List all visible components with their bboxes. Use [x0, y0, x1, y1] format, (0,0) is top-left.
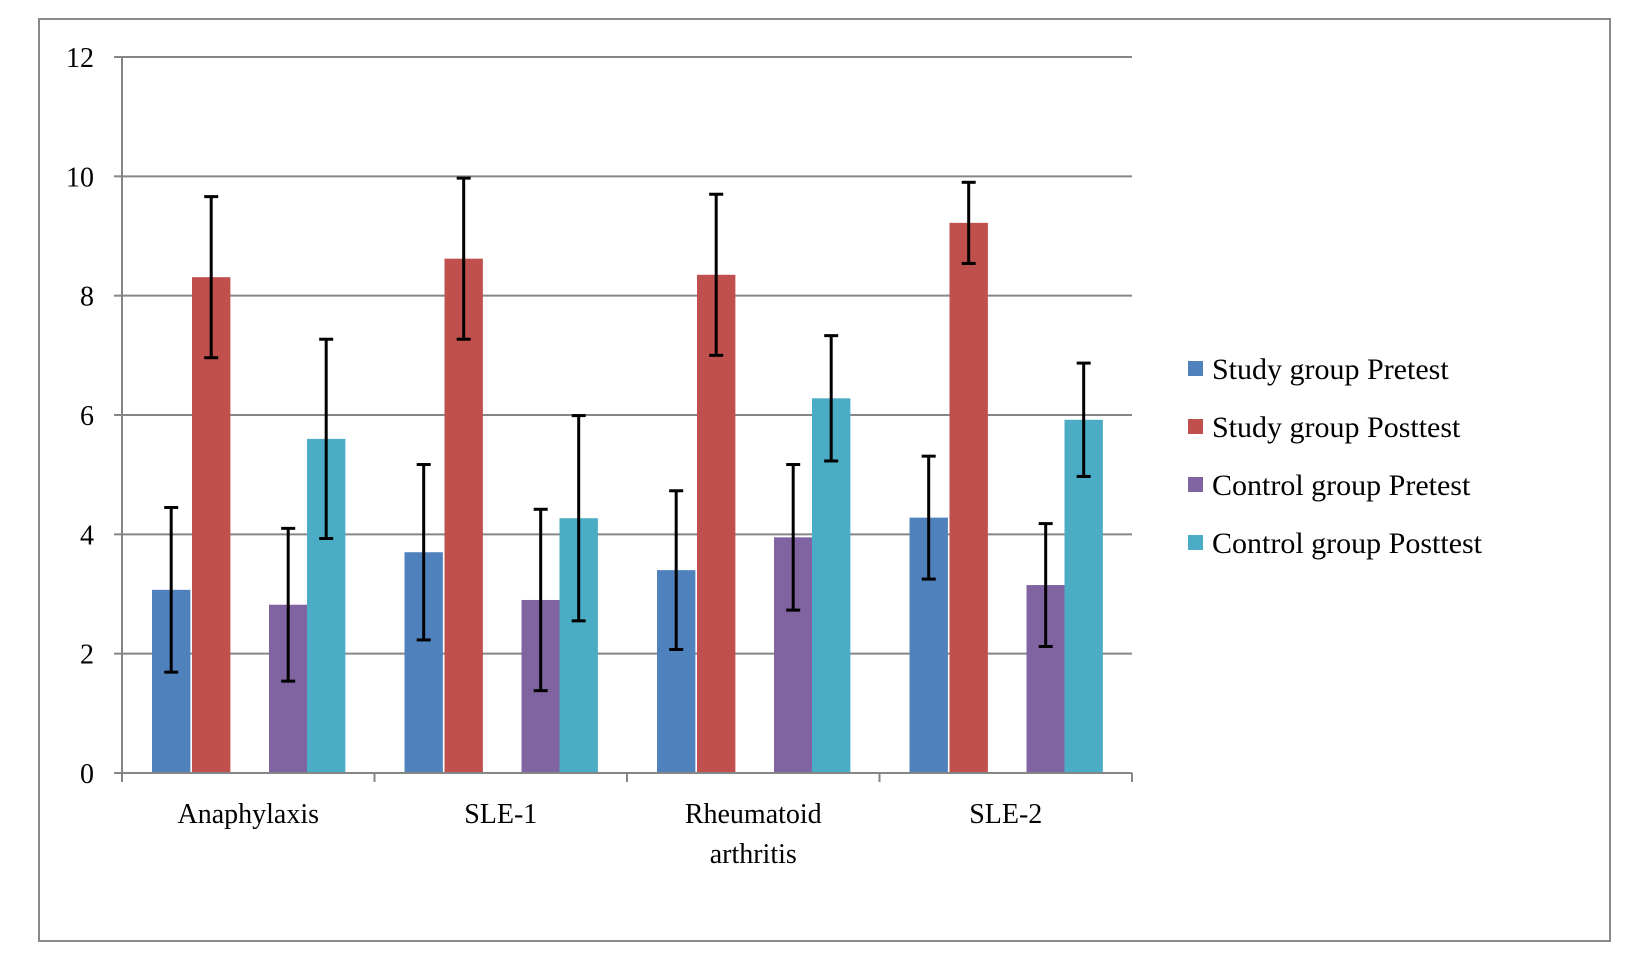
error-bars — [164, 176, 1091, 693]
bar — [697, 274, 736, 773]
category-label: Anaphylaxis — [177, 799, 319, 830]
category-label: arthritis — [710, 839, 797, 870]
category-label: Rheumatoid — [685, 799, 822, 830]
bar — [444, 258, 483, 773]
category-label: SLE-1 — [464, 799, 537, 830]
legend-label: Study group Posttest — [1212, 411, 1461, 444]
y-tick-label: 2 — [80, 640, 94, 671]
y-tick-label: 0 — [80, 759, 94, 790]
legend: Study group Pretest Study group Posttest C… — [1188, 353, 1483, 560]
y-tick-label: 12 — [66, 43, 94, 74]
legend-label: Control group Posttest — [1212, 527, 1483, 560]
legend-swatch — [1188, 419, 1203, 434]
category-label: SLE-2 — [969, 799, 1042, 830]
legend-label: Study group Pretest — [1212, 353, 1449, 386]
y-tick-labels: 0 2 4 6 8 10 12 — [66, 43, 94, 790]
category-labels: Anaphylaxis SLE-1 Rheumatoid arthritis SLE-2 — [177, 799, 1042, 870]
y-tick-label: 6 — [80, 401, 94, 432]
legend-swatch — [1188, 477, 1203, 492]
y-tick-label: 8 — [80, 282, 94, 313]
bar — [192, 277, 231, 773]
legend-swatch — [1188, 361, 1203, 376]
legend-label: Control group Pretest — [1212, 469, 1471, 502]
bar — [949, 222, 988, 773]
bars — [152, 222, 1103, 773]
legend-swatch — [1188, 535, 1203, 550]
y-tick-label: 4 — [80, 520, 94, 551]
axes — [114, 56, 1133, 782]
y-tick-label: 10 — [66, 162, 94, 193]
bar — [1064, 419, 1103, 773]
